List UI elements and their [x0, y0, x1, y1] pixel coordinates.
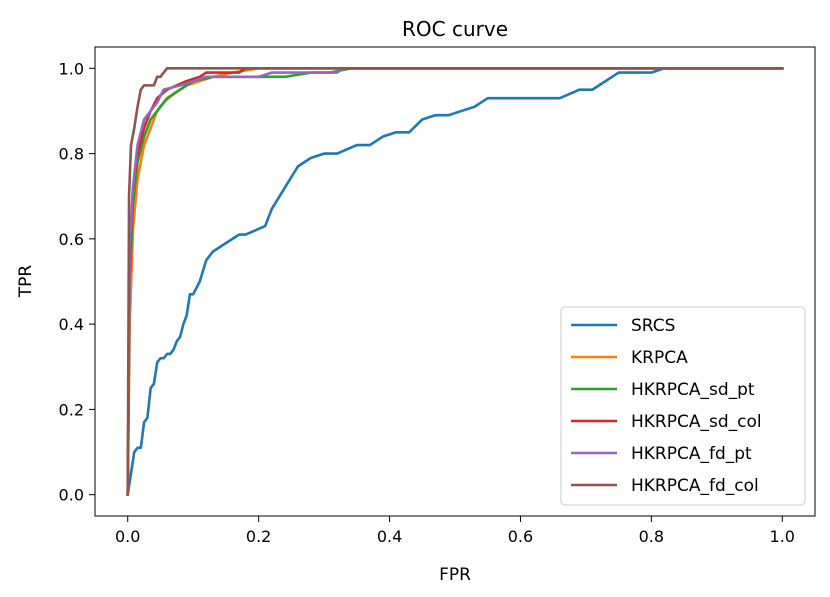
ticks: 0.0 0.2 0.4 0.6 0.8 1.0 0.0 0.2 0.4 0.6 0.8 1.0: [59, 59, 795, 546]
plot-area: [126, 67, 784, 497]
legend-label-2: HKRPCA_sd_pt: [631, 380, 755, 400]
legend-box: [560, 306, 806, 506]
series-line-0: [126, 67, 784, 497]
y-axis-label: TPR: [16, 265, 36, 299]
legend-label-5: HKRPCA_fd_col: [631, 476, 759, 496]
series-line-4: [126, 67, 784, 496]
y-tick-label: 0.8: [59, 145, 84, 164]
series-line-5: [126, 67, 784, 496]
x-tick-label: 0.2: [246, 527, 271, 546]
x-tick-label: 0.0: [115, 527, 140, 546]
x-tick-label: 1.0: [770, 527, 795, 546]
y-tick-label: 1.0: [59, 59, 84, 78]
x-axis-label: FPR: [439, 565, 471, 585]
chart-title: ROC curve: [402, 17, 508, 41]
legend: SRCS KRPCA HKRPCA_sd_pt HKRPCA_sd_col HKRPCA…: [560, 306, 806, 506]
legend-label-0: SRCS: [631, 316, 675, 336]
axes-frame: [94, 46, 816, 517]
legend-label-3: HKRPCA_sd_col: [631, 412, 762, 432]
y-tick-label: 0.6: [59, 230, 84, 249]
x-tick-label: 0.6: [508, 527, 533, 546]
y-tick-label: 0.0: [59, 486, 84, 505]
x-tick-label: 0.4: [377, 527, 402, 546]
y-tick-label: 0.4: [59, 315, 84, 334]
x-tick-label: 0.8: [639, 527, 664, 546]
legend-label-4: HKRPCA_fd_pt: [631, 444, 752, 464]
legend-label-1: KRPCA: [631, 348, 688, 368]
y-tick-label: 0.2: [59, 400, 84, 419]
